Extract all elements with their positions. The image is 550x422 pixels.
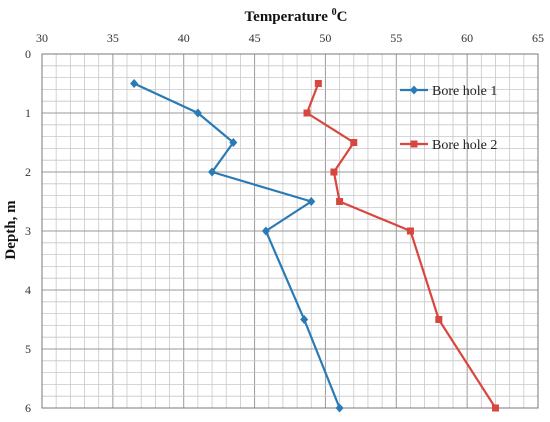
series-line — [305, 83, 497, 409]
x-tick-label: 45 — [249, 31, 261, 45]
x-tick-label: 50 — [319, 31, 331, 45]
data-point — [406, 227, 414, 235]
data-point — [314, 80, 322, 87]
plot-border — [41, 53, 539, 409]
legend-label: Bore hole 1 — [432, 84, 497, 99]
series-1 — [130, 79, 344, 413]
data-point — [330, 168, 338, 176]
legend-label: Bore hole 2 — [432, 138, 497, 153]
legend-item-2: Bore hole 2 — [400, 138, 497, 153]
data-point — [193, 108, 202, 118]
data-point — [491, 404, 499, 412]
x-tick-label: 65 — [532, 31, 544, 45]
data-point — [350, 139, 358, 146]
data-point — [130, 79, 139, 88]
grid — [41, 53, 539, 409]
data-point — [335, 403, 344, 413]
series-2 — [303, 80, 499, 412]
data-point — [208, 167, 217, 177]
data-point — [300, 315, 309, 324]
y-tick-label: 6 — [25, 401, 31, 415]
legend-swatch-marker — [410, 85, 418, 95]
data-point — [303, 109, 311, 117]
data-point — [336, 198, 344, 205]
x-tick-label: 35 — [107, 31, 119, 45]
x-tick-label: 60 — [461, 31, 473, 45]
series-layer — [130, 79, 499, 413]
data-point — [229, 138, 238, 147]
y-tick-label: 0 — [25, 47, 31, 61]
legend: Bore hole 1 Bore hole 2 — [400, 84, 497, 153]
x-axis-title-main: Temperature — [245, 9, 332, 25]
data-point — [261, 226, 270, 236]
legend-swatch-marker — [410, 140, 418, 148]
y-tick-label: 5 — [25, 342, 31, 356]
x-axis-title: Temperature 0C — [245, 7, 348, 25]
y-tick-label: 3 — [25, 224, 31, 238]
series-line — [133, 82, 341, 409]
x-tick-label: 55 — [390, 31, 402, 45]
legend-item-1: Bore hole 1 — [400, 84, 497, 99]
y-tick-label: 1 — [25, 106, 31, 120]
x-tick-label: 30 — [36, 31, 48, 45]
x-axis-title-unit: C — [337, 9, 348, 25]
y-tick-label: 2 — [25, 165, 31, 179]
data-point — [435, 316, 443, 323]
x-axis-title-superscript: 0 — [332, 7, 337, 18]
x-tick-label: 40 — [178, 31, 190, 45]
y-axis-title: Depth, m — [3, 200, 19, 260]
data-point — [307, 197, 316, 206]
y-tick-label: 4 — [25, 283, 31, 297]
